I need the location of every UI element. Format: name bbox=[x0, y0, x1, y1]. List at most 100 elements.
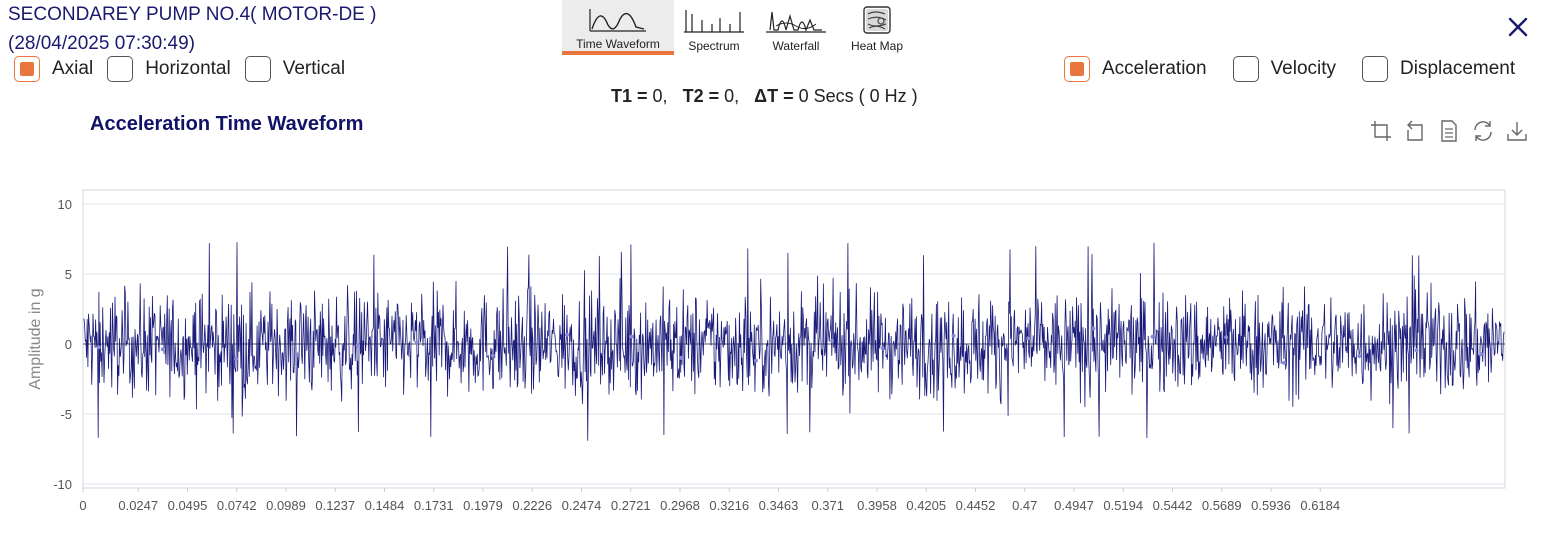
x-tick-label: 0.3463 bbox=[759, 498, 799, 513]
checkbox-label: Vertical bbox=[282, 58, 346, 79]
x-tick-label: 0.2968 bbox=[660, 498, 700, 513]
x-tick-label: 0.3216 bbox=[709, 498, 749, 513]
sample-point bbox=[830, 338, 834, 343]
x-tick-label: 0.4947 bbox=[1054, 498, 1094, 513]
close-button[interactable] bbox=[1503, 12, 1533, 42]
tab-label: Heat Map bbox=[850, 39, 904, 53]
sample-point bbox=[160, 347, 165, 352]
x-tick-label: 0.5689 bbox=[1202, 498, 1242, 513]
x-tick-label: 0.0495 bbox=[168, 498, 208, 513]
x-tick-label: 0.4452 bbox=[956, 498, 996, 513]
y-tick-label: -10 bbox=[53, 477, 72, 492]
x-tick-label: 0.1484 bbox=[365, 498, 405, 513]
chart-title: Acceleration Time Waveform bbox=[90, 113, 364, 135]
sample-point bbox=[1026, 336, 1031, 341]
x-tick-label: 0.4205 bbox=[906, 498, 946, 513]
sample-point bbox=[753, 358, 758, 363]
x-tick-label: 0.1237 bbox=[315, 498, 355, 513]
checkbox-box[interactable] bbox=[14, 56, 40, 82]
data-view-button[interactable] bbox=[1432, 118, 1466, 144]
sample-point bbox=[1479, 352, 1483, 357]
sample-point bbox=[96, 345, 101, 350]
checkbox-axial[interactable]: Axial bbox=[14, 56, 93, 82]
delta-t-label: ΔT = bbox=[754, 86, 794, 106]
tab-spectrum[interactable]: Spectrum bbox=[674, 0, 754, 55]
checkbox-box[interactable] bbox=[1362, 56, 1389, 82]
x-tick-label: 0.6184 bbox=[1300, 498, 1340, 513]
y-tick-label: 0 bbox=[65, 337, 72, 352]
sample-point bbox=[414, 340, 419, 345]
sample-point bbox=[1357, 354, 1362, 358]
close-icon bbox=[1508, 17, 1528, 37]
checkbox-box[interactable] bbox=[1232, 56, 1259, 82]
time-waveform-icon bbox=[586, 5, 650, 33]
sample-point bbox=[490, 353, 495, 358]
tab-time-waveform[interactable]: Time Waveform bbox=[562, 0, 674, 55]
measure-options: Acceleration Velocity Displacement bbox=[1064, 56, 1515, 82]
checkbox-acceleration[interactable]: Acceleration bbox=[1064, 56, 1207, 82]
checkbox-label: Acceleration bbox=[1102, 58, 1207, 79]
tab-label: Waterfall bbox=[772, 39, 820, 53]
x-tick-label: 0.3958 bbox=[857, 498, 897, 513]
x-tick-label: 0.371 bbox=[811, 498, 844, 513]
x-tick-label: 0.1979 bbox=[463, 498, 503, 513]
waterfall-icon bbox=[764, 5, 828, 35]
download-icon bbox=[1507, 122, 1527, 141]
tab-label: Spectrum bbox=[688, 39, 740, 53]
x-tick-label: 0.2226 bbox=[512, 498, 552, 513]
y-tick-label: 10 bbox=[58, 197, 72, 212]
machine-title: SECONDAREY PUMP NO.4( MOTOR-DE ) (28/04/… bbox=[8, 0, 376, 58]
sample-point bbox=[1150, 334, 1155, 339]
sample-point bbox=[1414, 348, 1419, 353]
sample-point bbox=[355, 343, 360, 348]
x-tick-label: 0.5442 bbox=[1153, 498, 1193, 513]
x-tick-label: 0 bbox=[79, 498, 86, 513]
sample-point bbox=[880, 346, 885, 351]
t2-label: T2 = bbox=[682, 86, 720, 106]
checkbox-label: Axial bbox=[52, 58, 94, 79]
undo-zoom-button[interactable] bbox=[1398, 118, 1432, 144]
x-tick-label: 0.2721 bbox=[611, 498, 651, 513]
x-tick-label: 0.47 bbox=[1012, 498, 1037, 513]
checkbox-horizontal[interactable]: Horizontal bbox=[107, 56, 231, 82]
y-tick-label: -5 bbox=[60, 407, 72, 422]
sample-point bbox=[951, 333, 956, 338]
checkbox-label: Displacement bbox=[1400, 58, 1516, 79]
tab-waterfall[interactable]: Waterfall bbox=[754, 0, 838, 55]
x-tick-label: 0.5194 bbox=[1103, 498, 1143, 513]
checkbox-displacement[interactable]: Displacement bbox=[1362, 56, 1515, 82]
sample-point bbox=[1282, 360, 1286, 365]
heat-map-icon bbox=[845, 5, 909, 35]
machine-name: SECONDAREY PUMP NO.4( MOTOR-DE ) bbox=[8, 4, 377, 25]
sample-point bbox=[679, 355, 684, 360]
t1-label: T1 = bbox=[611, 86, 648, 106]
checkbox-label: Velocity bbox=[1270, 58, 1337, 79]
waveform-series-line bbox=[83, 242, 1505, 441]
crop-button[interactable] bbox=[1364, 118, 1398, 144]
x-tick-label: 0.0247 bbox=[118, 498, 158, 513]
crop-icon bbox=[1371, 121, 1391, 141]
x-tick-label: 0.5936 bbox=[1251, 498, 1291, 513]
checkbox-box[interactable] bbox=[107, 56, 134, 82]
t2-value: 0, bbox=[724, 86, 740, 106]
sample-point bbox=[629, 334, 634, 339]
tab-heat-map[interactable]: Heat Map bbox=[838, 0, 916, 55]
x-tick-label: 0.2474 bbox=[562, 498, 602, 513]
checkbox-box[interactable] bbox=[244, 56, 271, 82]
plot-area bbox=[82, 189, 1506, 489]
sample-point bbox=[294, 353, 299, 358]
chart-toolbar bbox=[1364, 118, 1534, 144]
x-tick-label: 0.0742 bbox=[217, 498, 257, 513]
save-image-button[interactable] bbox=[1500, 118, 1534, 144]
y-axis-title: Amplitude in g bbox=[27, 288, 44, 389]
spectrum-icon bbox=[682, 5, 746, 35]
restore-button[interactable] bbox=[1466, 118, 1500, 144]
reading-timestamp: (28/04/2025 07:30:49) bbox=[8, 33, 195, 54]
sample-point bbox=[565, 332, 569, 337]
x-tick-label: 0.0989 bbox=[266, 498, 306, 513]
checkbox-velocity[interactable]: Velocity bbox=[1232, 56, 1337, 82]
undo-icon bbox=[1407, 120, 1423, 141]
checkbox-vertical[interactable]: Vertical bbox=[244, 56, 346, 82]
checkbox-box[interactable] bbox=[1064, 56, 1090, 82]
